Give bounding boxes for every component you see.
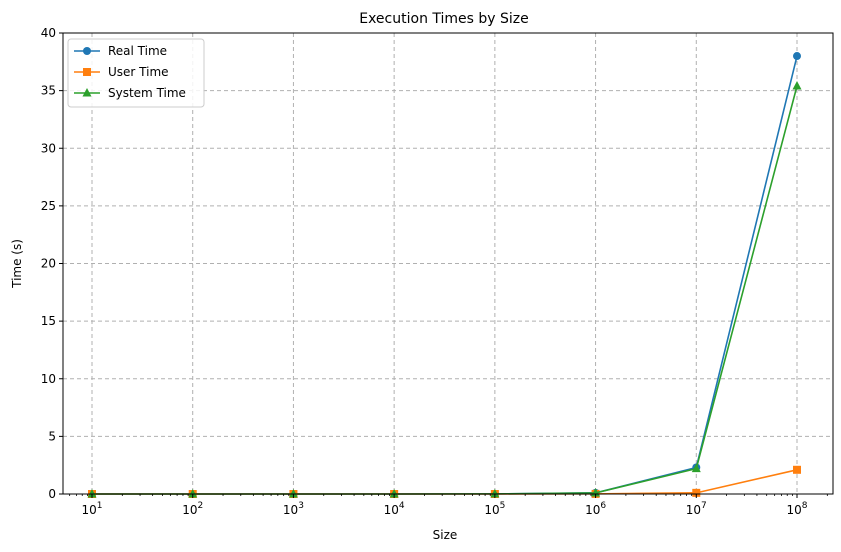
y-axis-label: Time (s): [10, 239, 24, 289]
x-tick-label: 102: [182, 501, 203, 517]
chart-title: Execution Times by Size: [359, 11, 529, 27]
legend-marker: [82, 88, 92, 97]
legend-label: System Time: [108, 86, 186, 100]
legend-box: [67, 38, 205, 108]
legend: Real Time User Time System Time: [67, 38, 205, 108]
data-point-system-time: [288, 489, 298, 498]
x-tick-label: 105: [484, 501, 505, 517]
y-tick-label: 40: [41, 26, 56, 40]
y-tick-label: 25: [41, 199, 56, 213]
data-point-user-time: [793, 465, 801, 474]
x-tick-label: 108: [786, 501, 807, 517]
legend-marker: [83, 47, 91, 55]
x-tick-label: 103: [283, 501, 304, 517]
y-tick-label: 5: [48, 429, 56, 443]
y-tick-label: 15: [41, 314, 56, 328]
data-point-system-time: [792, 81, 802, 90]
y-tick-label: 10: [41, 372, 56, 386]
series-layer: [87, 52, 802, 498]
x-axis-label: Size: [433, 528, 458, 542]
legend-label: User Time: [108, 65, 169, 79]
y-tick-label: 20: [41, 257, 56, 271]
series-line-system-time: [92, 85, 798, 495]
series-line-user-time: [92, 469, 798, 495]
x-tick-label: 104: [384, 501, 405, 517]
legend-label: Real Time: [108, 44, 167, 58]
y-tick-label: 30: [41, 141, 56, 155]
data-point-user-time: [692, 488, 701, 497]
series-system-time: [87, 81, 802, 498]
data-point-system-time: [389, 489, 399, 498]
x-tick-label: 107: [686, 501, 707, 517]
data-point-system-time: [188, 489, 198, 498]
y-tick-label: 0: [48, 487, 56, 501]
data-point-system-time: [490, 488, 500, 498]
legend-marker: [83, 68, 91, 76]
series-line-real-time: [92, 55, 798, 495]
data-point-real-time: [793, 52, 801, 61]
data-point-system-time: [87, 489, 97, 498]
ticks: 101 102 103 104 105 106 107 108 0 5 10 15 20 25 30 35 40: [41, 26, 828, 517]
y-tick-label: 35: [41, 84, 56, 98]
x-tick-label: 106: [585, 501, 606, 517]
series-real-time: [88, 52, 801, 498]
x-tick-label: 101: [81, 501, 102, 517]
data-point-system-time: [691, 463, 701, 473]
